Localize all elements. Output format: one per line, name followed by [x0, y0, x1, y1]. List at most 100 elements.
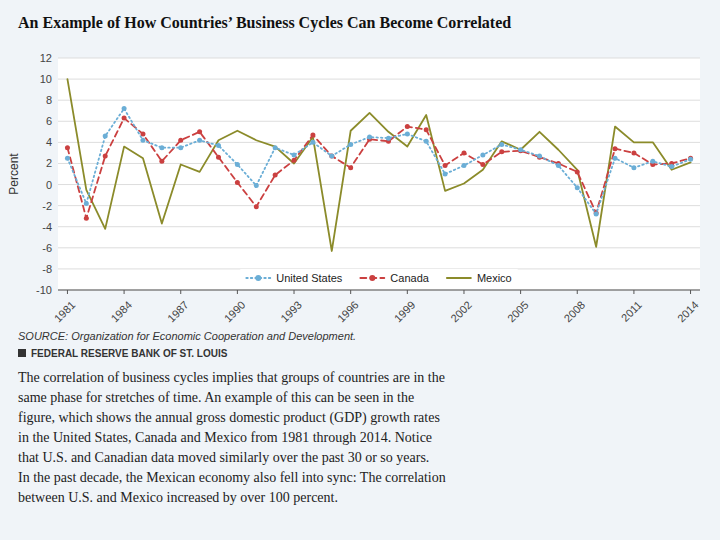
- body-line: In the past decade, the Mexican economy …: [18, 470, 446, 485]
- y-tick-label: 8: [46, 94, 52, 106]
- point: [443, 163, 448, 168]
- x-tick-label: 2011: [619, 299, 644, 324]
- point: [65, 145, 70, 150]
- point: [329, 154, 334, 159]
- point: [480, 153, 485, 158]
- point: [499, 142, 504, 147]
- grid-line: [58, 205, 700, 206]
- point: [310, 140, 315, 145]
- x-tick-label: 2002: [448, 299, 474, 325]
- point: [613, 146, 618, 151]
- point: [575, 185, 580, 190]
- point: [122, 106, 127, 111]
- point: [348, 165, 353, 170]
- point: [84, 201, 89, 206]
- point: [310, 132, 315, 137]
- point: [178, 145, 183, 150]
- point: [405, 131, 410, 136]
- body-line: The correlation of business cycles impli…: [18, 370, 445, 385]
- point: [235, 162, 240, 167]
- point: [461, 163, 466, 168]
- point: [594, 212, 599, 217]
- x-tick-label: 1990: [222, 299, 248, 325]
- y-axis-label: Percent: [7, 153, 21, 195]
- point: [405, 124, 410, 129]
- point: [122, 116, 127, 121]
- body-line: in the United States, Canada and Mexico …: [18, 430, 432, 445]
- point: [631, 165, 636, 170]
- background: [0, 0, 720, 540]
- x-tick: [294, 290, 295, 294]
- point: [669, 164, 674, 169]
- x-tick: [237, 290, 238, 294]
- y-tick-label: 0: [46, 179, 52, 191]
- y-tick-label: 12: [40, 52, 52, 64]
- institution-note: FEDERAL RESERVE BANK OF ST. LOUIS: [31, 348, 228, 359]
- legend-label: Mexico: [477, 272, 512, 284]
- square-bullet: [18, 349, 26, 357]
- point: [461, 150, 466, 155]
- legend-label: United States: [276, 272, 343, 284]
- source-note: SOURCE: Organization for Economic Cooper…: [18, 330, 356, 342]
- y-tick-label: 6: [46, 115, 52, 127]
- point: [367, 135, 372, 140]
- legend-label: Canada: [390, 272, 429, 284]
- x-tick-label: 2005: [505, 299, 531, 325]
- x-tick: [520, 290, 521, 294]
- x-tick: [67, 290, 68, 294]
- y-grid: [58, 58, 700, 290]
- point: [443, 172, 448, 177]
- x-tick-label: 1996: [335, 299, 361, 325]
- legend-marker: [369, 275, 375, 281]
- point: [292, 153, 297, 158]
- x-tick: [350, 290, 351, 294]
- point: [103, 154, 108, 159]
- legend-key: [447, 277, 471, 279]
- series-line: [67, 118, 690, 218]
- series-line: [67, 109, 690, 214]
- point: [159, 145, 164, 150]
- point: [537, 154, 542, 159]
- point: [103, 134, 108, 139]
- series-group: [65, 79, 693, 251]
- y-tick-label: -10: [36, 284, 52, 296]
- series: [65, 106, 693, 216]
- point: [650, 159, 655, 164]
- y-tick-label: -2: [42, 200, 52, 212]
- x-tick: [577, 290, 578, 294]
- point: [424, 127, 429, 132]
- x-tick: [407, 290, 408, 294]
- x-tick-label: 1984: [108, 299, 134, 325]
- x-tick: [124, 290, 125, 294]
- point: [197, 129, 202, 134]
- series-line: [67, 79, 690, 251]
- body-text: The correlation of business cycles impli…: [18, 370, 446, 505]
- series: [67, 79, 690, 251]
- point: [631, 150, 636, 155]
- point: [235, 180, 240, 185]
- body-line: between U.S. and Mexico increased by ove…: [18, 490, 338, 505]
- point: [273, 145, 278, 150]
- point: [613, 156, 618, 161]
- grid-line: [58, 100, 700, 101]
- point: [292, 158, 297, 163]
- x-tick-label: 1987: [165, 299, 191, 325]
- point: [499, 149, 504, 154]
- x-tick-label: 2014: [675, 299, 701, 325]
- point: [216, 143, 221, 148]
- x-tick: [463, 290, 464, 294]
- grid-line: [58, 290, 700, 291]
- grid-line: [58, 58, 700, 59]
- point: [480, 162, 485, 167]
- y-tick-label: -4: [42, 221, 52, 233]
- title: An Example of How Countries’ Business Cy…: [18, 14, 511, 32]
- y-tick-label: 2: [46, 157, 52, 169]
- point: [348, 142, 353, 147]
- x-tick: [690, 290, 691, 294]
- x-tick-label: 1981: [52, 299, 78, 325]
- point: [424, 139, 429, 144]
- point: [197, 138, 202, 143]
- point: [254, 183, 259, 188]
- legend: United States Canada Mexico: [240, 269, 517, 287]
- x-tick-label: 2008: [562, 299, 588, 325]
